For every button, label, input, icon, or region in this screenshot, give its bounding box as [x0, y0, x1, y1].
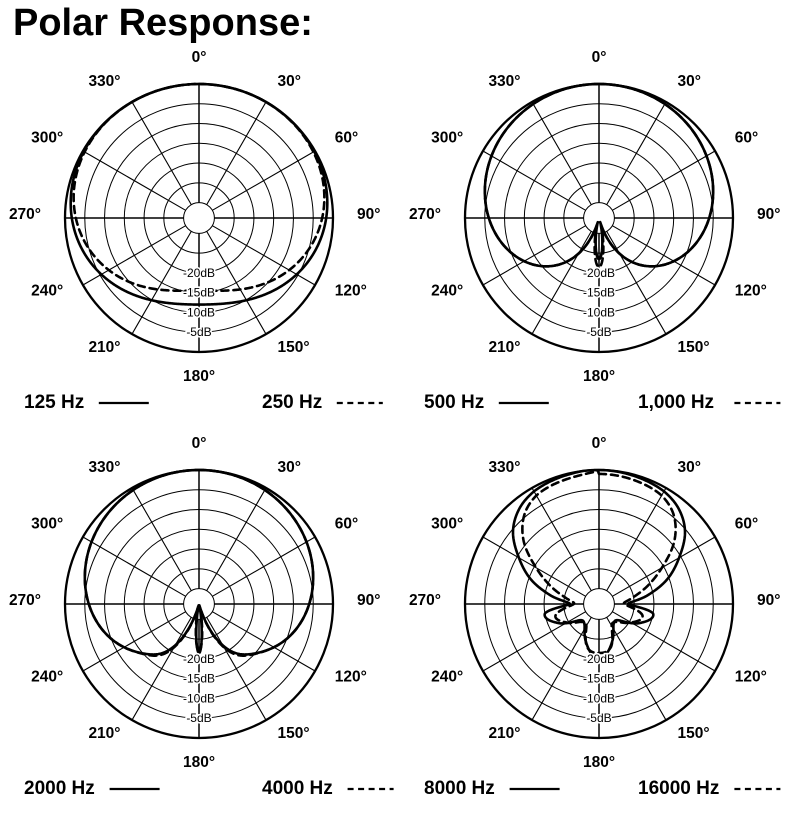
svg-text:-20dB: -20dB — [583, 266, 615, 280]
svg-text:330°: 330° — [488, 73, 520, 90]
svg-text:-5dB: -5dB — [186, 711, 211, 725]
svg-text:240°: 240° — [431, 283, 463, 300]
svg-text:16000 Hz: 16000 Hz — [638, 778, 719, 799]
svg-text:180°: 180° — [583, 754, 615, 771]
svg-text:0°: 0° — [592, 50, 607, 66]
svg-text:270°: 270° — [9, 592, 41, 609]
svg-text:-10dB: -10dB — [183, 691, 215, 705]
svg-text:120°: 120° — [335, 669, 367, 686]
svg-text:-15dB: -15dB — [583, 286, 615, 300]
svg-text:1,000 Hz: 1,000 Hz — [638, 392, 714, 413]
svg-text:0°: 0° — [192, 436, 207, 452]
svg-text:90°: 90° — [357, 206, 380, 223]
svg-text:270°: 270° — [409, 206, 441, 223]
svg-text:180°: 180° — [583, 368, 615, 385]
svg-text:180°: 180° — [183, 754, 215, 771]
svg-text:0°: 0° — [192, 50, 207, 66]
svg-text:150°: 150° — [278, 339, 310, 356]
svg-text:2000 Hz: 2000 Hz — [24, 778, 95, 799]
svg-text:60°: 60° — [335, 130, 358, 147]
svg-text:60°: 60° — [735, 130, 758, 147]
svg-text:90°: 90° — [757, 592, 780, 609]
svg-text:150°: 150° — [278, 725, 310, 742]
svg-text:240°: 240° — [431, 669, 463, 686]
svg-text:210°: 210° — [88, 725, 120, 742]
svg-text:-20dB: -20dB — [583, 652, 615, 666]
svg-text:30°: 30° — [678, 459, 701, 476]
svg-text:150°: 150° — [678, 725, 710, 742]
svg-text:270°: 270° — [409, 592, 441, 609]
svg-text:180°: 180° — [183, 368, 215, 385]
svg-text:-20dB: -20dB — [183, 266, 215, 280]
svg-text:300°: 300° — [431, 516, 463, 533]
svg-text:330°: 330° — [88, 73, 120, 90]
svg-text:300°: 300° — [431, 130, 463, 147]
svg-text:-15dB: -15dB — [583, 672, 615, 686]
svg-text:4000 Hz: 4000 Hz — [262, 778, 333, 799]
svg-text:8000 Hz: 8000 Hz — [424, 778, 495, 799]
svg-text:150°: 150° — [678, 339, 710, 356]
svg-text:-15dB: -15dB — [183, 286, 215, 300]
svg-text:30°: 30° — [678, 73, 701, 90]
svg-text:-5dB: -5dB — [586, 711, 611, 725]
svg-text:210°: 210° — [488, 339, 520, 356]
svg-text:210°: 210° — [88, 339, 120, 356]
svg-text:-5dB: -5dB — [586, 325, 611, 339]
svg-text:90°: 90° — [757, 206, 780, 223]
svg-text:240°: 240° — [31, 669, 63, 686]
svg-text:-20dB: -20dB — [183, 652, 215, 666]
svg-text:300°: 300° — [31, 130, 63, 147]
svg-text:120°: 120° — [735, 669, 767, 686]
svg-text:30°: 30° — [278, 73, 301, 90]
svg-text:500 Hz: 500 Hz — [424, 392, 484, 413]
svg-text:120°: 120° — [335, 283, 367, 300]
svg-text:270°: 270° — [9, 206, 41, 223]
svg-text:-10dB: -10dB — [583, 305, 615, 319]
svg-text:-15dB: -15dB — [183, 672, 215, 686]
svg-text:120°: 120° — [735, 283, 767, 300]
svg-text:60°: 60° — [335, 516, 358, 533]
svg-text:330°: 330° — [88, 459, 120, 476]
svg-text:125 Hz: 125 Hz — [24, 392, 84, 413]
svg-text:210°: 210° — [488, 725, 520, 742]
svg-text:-5dB: -5dB — [186, 325, 211, 339]
svg-text:60°: 60° — [735, 516, 758, 533]
svg-text:330°: 330° — [488, 459, 520, 476]
svg-text:30°: 30° — [278, 459, 301, 476]
svg-text:0°: 0° — [592, 436, 607, 452]
svg-text:300°: 300° — [31, 516, 63, 533]
svg-text:90°: 90° — [357, 592, 380, 609]
svg-text:250 Hz: 250 Hz — [262, 392, 322, 413]
svg-text:-10dB: -10dB — [183, 305, 215, 319]
svg-text:240°: 240° — [31, 283, 63, 300]
svg-text:-10dB: -10dB — [583, 691, 615, 705]
